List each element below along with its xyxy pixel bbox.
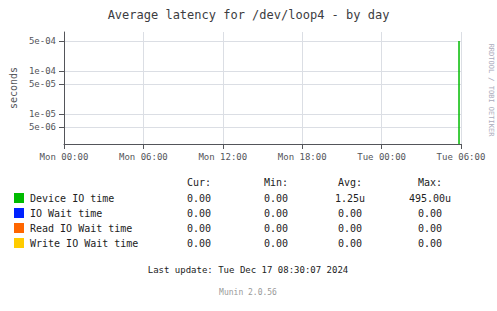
svg-text:Avg:: Avg: <box>338 177 362 188</box>
svg-text:Munin 2.0.56: Munin 2.0.56 <box>219 288 277 297</box>
svg-text:0.00: 0.00 <box>264 193 288 204</box>
svg-text:0.00: 0.00 <box>264 208 288 219</box>
svg-text:Mon 18:00: Mon 18:00 <box>278 152 327 162</box>
svg-text:Read IO Wait time: Read IO Wait time <box>30 223 132 234</box>
svg-text:0.00: 0.00 <box>264 223 288 234</box>
svg-text:IO Wait time: IO Wait time <box>30 208 102 219</box>
svg-text:0.00: 0.00 <box>264 238 288 249</box>
svg-text:0.00: 0.00 <box>338 223 362 234</box>
svg-text:0.00: 0.00 <box>418 223 442 234</box>
svg-text:Device IO time: Device IO time <box>30 193 114 204</box>
svg-text:Average latency for /dev/loop4: Average latency for /dev/loop4 - by day <box>108 8 390 22</box>
svg-text:0.00: 0.00 <box>187 193 211 204</box>
svg-text:Cur:: Cur: <box>187 177 211 188</box>
svg-text:1.25u: 1.25u <box>335 193 365 204</box>
svg-text:Mon 00:00: Mon 00:00 <box>40 152 89 162</box>
svg-text:Max:: Max: <box>418 177 442 188</box>
svg-text:1e-04: 1e-04 <box>29 66 56 76</box>
svg-text:Tue 00:00: Tue 00:00 <box>357 152 406 162</box>
svg-text:0.00: 0.00 <box>187 208 211 219</box>
svg-text:Last update: Tue Dec 17 08:30:: Last update: Tue Dec 17 08:30:07 2024 <box>148 265 348 275</box>
svg-text:Write IO Wait time: Write IO Wait time <box>30 238 138 249</box>
svg-text:0.00: 0.00 <box>418 208 442 219</box>
svg-text:5e-04: 5e-04 <box>29 36 56 46</box>
svg-text:0.00: 0.00 <box>338 238 362 249</box>
svg-text:5e-06: 5e-06 <box>29 122 56 132</box>
svg-text:0.00: 0.00 <box>338 208 362 219</box>
svg-text:495.00u: 495.00u <box>409 193 451 204</box>
svg-text:0.00: 0.00 <box>187 238 211 249</box>
svg-text:Mon 12:00: Mon 12:00 <box>198 152 247 162</box>
svg-text:0.00: 0.00 <box>187 223 211 234</box>
svg-text:RRDTOOL / TOBI OETIKER: RRDTOOL / TOBI OETIKER <box>487 44 495 138</box>
svg-text:0.00: 0.00 <box>418 238 442 249</box>
svg-text:Tue 06:00: Tue 06:00 <box>437 152 486 162</box>
svg-text:5e-05: 5e-05 <box>29 79 56 89</box>
svg-text:Min:: Min: <box>264 177 288 188</box>
svg-text:1e-05: 1e-05 <box>29 109 56 119</box>
svg-text:Mon 06:00: Mon 06:00 <box>119 152 168 162</box>
svg-text:seconds: seconds <box>8 67 19 109</box>
